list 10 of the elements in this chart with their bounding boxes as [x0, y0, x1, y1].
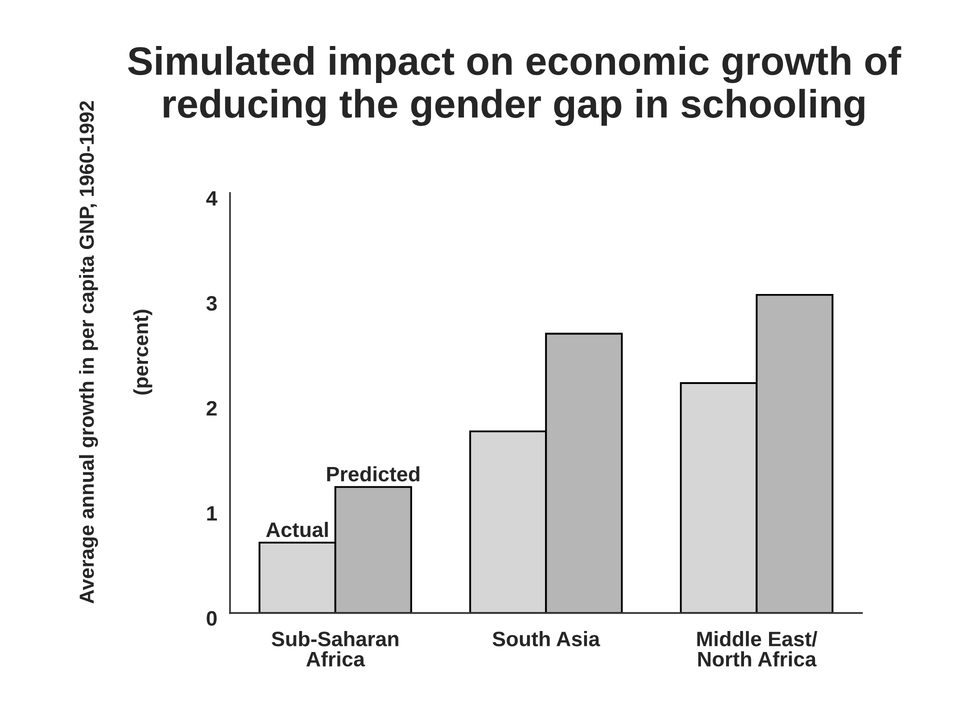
x-tick-label: South Asia	[492, 631, 600, 646]
x-tick-label: Middle East/ North Africa	[697, 631, 818, 667]
y-tick-label: 3	[206, 296, 217, 311]
y-tick-label: 1	[207, 506, 217, 521]
x-tick-label: Sub-Saharan Africa	[272, 631, 398, 667]
y-tick-label: 0	[206, 611, 217, 626]
series-label: Predicted	[327, 466, 420, 482]
y-tick-label: 2	[206, 401, 217, 416]
y-tick-label: 4	[206, 191, 218, 206]
series-label: Actual	[266, 522, 328, 538]
